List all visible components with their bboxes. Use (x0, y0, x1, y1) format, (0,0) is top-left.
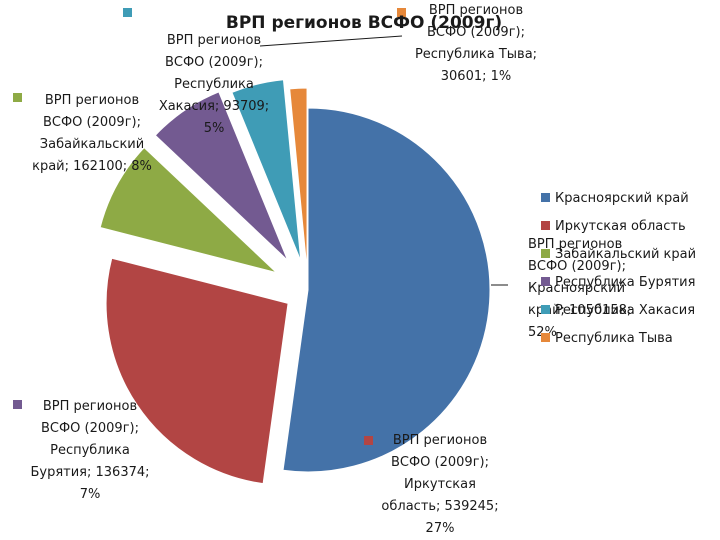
label-key-иркутская-область (364, 436, 373, 445)
data-labels: ВРП регионов ВСФО (2009г); Красноярский кра… (13, 3, 631, 536)
label-key-республика-хакасия (123, 8, 132, 17)
legend-swatch-республика-хакасия (541, 305, 550, 314)
pie-slice-республика-бурятия (154, 91, 289, 261)
data-label-республика-бурятия: ВРП регионов ВСФО (2009г); Республика Бурят… (30, 399, 149, 502)
leader-lines (259, 35, 508, 286)
legend-label-иркутская-область: Иркутская область (555, 219, 686, 234)
pie-slice-красноярский-край (282, 107, 491, 473)
pie-slice-республика-хакасия (231, 79, 302, 262)
data-label-забайкальский-край: ВРП регионов ВСФО (2009г); Забайкальский кр… (32, 93, 152, 174)
legend-label-республика-хакасия: Республика Хакасия (555, 303, 695, 318)
legend-swatch-республика-тыва (541, 333, 550, 342)
legend-label-республика-тыва: Республика Тыва (555, 331, 673, 346)
legend-label-республика-бурятия: Республика Бурятия (555, 275, 695, 290)
label-key-республика-бурятия (13, 400, 22, 409)
label-key-забайкальский-край (13, 93, 22, 102)
legend-swatch-иркутская-область (541, 221, 550, 230)
legend-swatch-республика-бурятия (541, 277, 550, 286)
legend: Красноярский край Иркутская область Забайк… (541, 191, 696, 346)
legend-label-забайкальский-край: Забайкальский край (555, 247, 696, 262)
legend-label-красноярский-край: Красноярский край (555, 191, 689, 206)
pie-slices (99, 79, 491, 485)
label-key-республика-тыва (397, 8, 406, 17)
chart-title: ВРП регионов ВСФО (2009г) (226, 13, 502, 33)
legend-swatch-забайкальский-край (541, 249, 550, 258)
data-label-республика-хакасия: ВРП регионов ВСФО (2009г); Республика Хакас… (159, 33, 269, 136)
legend-swatch-красноярский-край (541, 193, 550, 202)
pie-slice-республика-тыва (289, 87, 308, 271)
data-label-иркутская-область: ВРП регионов ВСФО (2009г); Иркутская област… (381, 433, 498, 536)
data-label-красноярский-край: ВРП регионов ВСФО (2009г); Красноярский кра… (528, 237, 631, 340)
leader-line-республика-тыва (259, 35, 403, 47)
pie-slice-забайкальский-край (99, 146, 279, 274)
pie-slice-иркутская-область (105, 257, 289, 485)
data-label-республика-тыва: ВРП регионов ВСФО (2009г); Республика Тыва… (415, 3, 537, 84)
